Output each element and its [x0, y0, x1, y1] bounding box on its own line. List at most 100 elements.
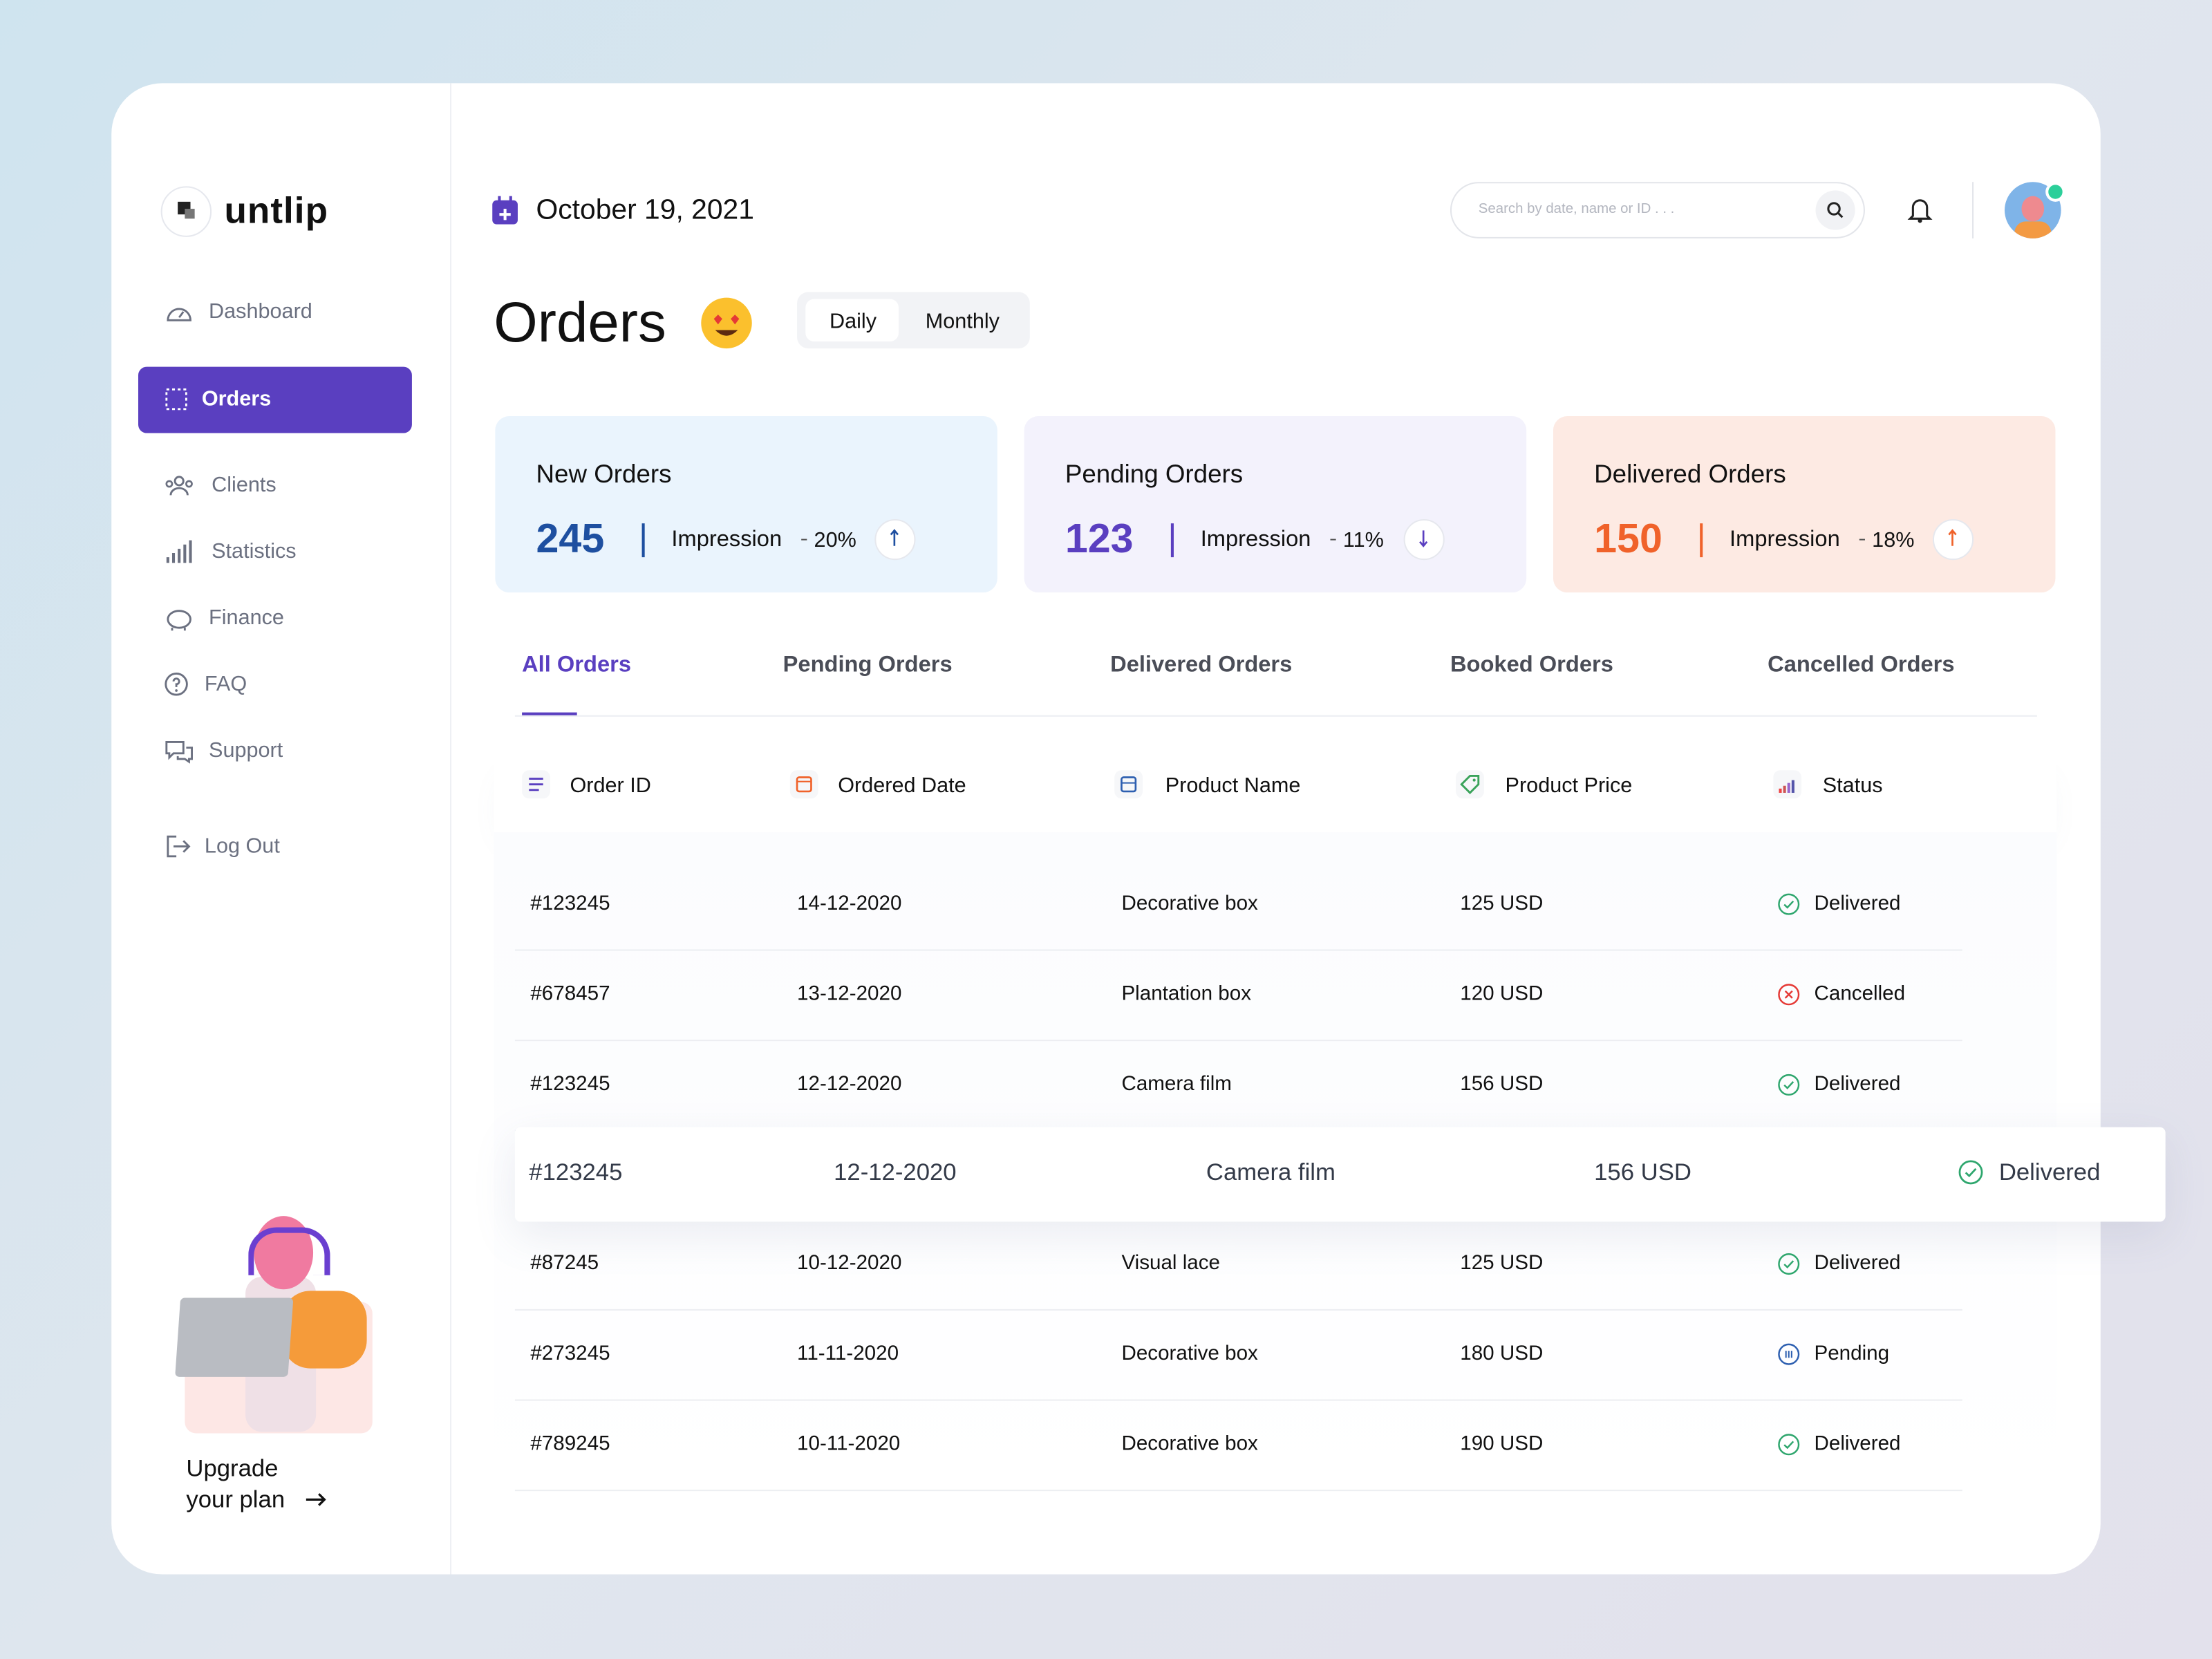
column-icon [1121, 776, 1137, 793]
avatar-face [2021, 196, 2045, 222]
nav-icon [167, 308, 191, 321]
trend-badge [1403, 519, 1445, 561]
stat-sep [1859, 538, 1865, 541]
tabs-divider [514, 715, 2037, 717]
table-cell: Decorative box [1121, 1342, 1258, 1365]
stat-card [495, 416, 997, 593]
emoji [701, 297, 752, 349]
toggle-active [805, 299, 899, 341]
search-box[interactable]: Search by date, name or ID . . . [1450, 182, 1865, 238]
stat-change: 18% [1872, 528, 1915, 552]
nav-icon [165, 476, 193, 496]
stat-divider [641, 523, 645, 558]
table-cell: #123245 [529, 1159, 623, 1186]
status-icon [1778, 893, 1800, 915]
nav-item[interactable]: Orders [201, 387, 272, 411]
status-icon [1778, 1253, 1800, 1275]
table-cell: Delivered [1814, 892, 1901, 915]
page-title: Orders [494, 292, 666, 355]
stat-label: Impression [1730, 527, 1840, 552]
upgrade-arrow[interactable] [305, 1492, 328, 1506]
order-tab[interactable]: Pending Orders [782, 653, 953, 677]
nav-item[interactable]: Finance [209, 606, 284, 630]
column-header: Product Price [1505, 774, 1633, 798]
status-icon [1778, 1343, 1800, 1365]
trend-arrow [1419, 530, 1428, 547]
trend-badge [1932, 519, 1974, 561]
table-cell: 120 USD [1460, 982, 1544, 1006]
header-divider [1972, 182, 1974, 238]
table-cell: #87245 [530, 1252, 599, 1275]
stat-card [1024, 416, 1527, 593]
toggle-option[interactable]: Monthly [925, 309, 1000, 334]
status-icon [1958, 1160, 1983, 1185]
nav-item[interactable]: Support [209, 738, 283, 763]
table-cell: Pending [1814, 1342, 1890, 1365]
column-header: Product Name [1165, 774, 1301, 798]
column-icon-bg [1773, 770, 1802, 799]
table-cell: 14-12-2020 [797, 892, 902, 915]
column-icon [796, 776, 812, 793]
column-header: Status [1822, 774, 1883, 798]
table-cell: 156 USD [1460, 1073, 1544, 1096]
stat-change: 20% [814, 528, 856, 552]
column-header: Order ID [570, 774, 651, 798]
table-cell: #789245 [530, 1432, 610, 1456]
logout-icon [167, 835, 191, 858]
row-highlight[interactable] [514, 1127, 2166, 1222]
column-icon [529, 778, 543, 791]
table-cell: 10-12-2020 [797, 1252, 902, 1275]
trend-arrow [890, 529, 899, 546]
table-cell: Decorative box [1121, 1432, 1258, 1456]
table-cell: #123245 [530, 1073, 610, 1096]
table-cell: 125 USD [1460, 892, 1544, 915]
order-tab[interactable]: Cancelled Orders [1768, 653, 1955, 677]
table-cell: #123245 [530, 892, 610, 915]
table-cell: Visual lace [1121, 1252, 1221, 1275]
search-button[interactable] [1815, 190, 1855, 230]
row-divider [514, 1309, 1962, 1311]
table-cell: 10-11-2020 [797, 1432, 901, 1456]
nav-item[interactable]: FAQ [204, 672, 247, 697]
nav-icon [165, 741, 193, 764]
order-tab[interactable]: Booked Orders [1450, 653, 1613, 677]
nav-item[interactable]: Statistics [212, 539, 297, 564]
avatar-body [2014, 221, 2052, 238]
nav-icon [166, 540, 192, 563]
table-cell: Delivered [1814, 1252, 1901, 1275]
upgrade-text[interactable]: Upgrade [186, 1455, 279, 1482]
stat-title: Pending Orders [1065, 460, 1244, 489]
search-placeholder: Search by date, name or ID . . . [1478, 201, 1675, 218]
trend-arrow [1948, 529, 1957, 546]
notification-bell[interactable] [1907, 198, 1933, 223]
order-tab[interactable]: All Orders [522, 653, 631, 677]
current-date: October 19, 2021 [536, 194, 754, 226]
online-dot [2045, 182, 2065, 202]
stat-value: 123 [1065, 516, 1134, 563]
row-divider [514, 1490, 1962, 1492]
column-icon-bg [1114, 770, 1143, 799]
column-icon [1779, 780, 1794, 793]
toggle-option[interactable]: Daily [830, 309, 877, 334]
logo [160, 186, 212, 237]
nav-active-bg[interactable] [138, 366, 412, 433]
logout[interactable]: Log Out [204, 834, 280, 859]
order-tab[interactable]: Delivered Orders [1110, 653, 1293, 677]
calendar-icon [492, 196, 518, 225]
nav-item[interactable]: Clients [212, 473, 276, 498]
nav-item[interactable]: Dashboard [209, 299, 312, 324]
row-divider [514, 1040, 1962, 1042]
table-cell: Cancelled [1814, 982, 1906, 1006]
stat-value: 245 [536, 516, 605, 563]
stat-divider [1700, 523, 1703, 558]
upgrade-text[interactable]: your plan [186, 1486, 285, 1513]
column-header: Ordered Date [838, 774, 966, 798]
search-icon [1827, 202, 1844, 218]
sidebar-divider [450, 83, 452, 1575]
stat-sep [1330, 538, 1336, 541]
table-cell: #273245 [530, 1342, 610, 1365]
table-cell: Decorative box [1121, 892, 1258, 915]
table-cell: 125 USD [1460, 1252, 1544, 1275]
